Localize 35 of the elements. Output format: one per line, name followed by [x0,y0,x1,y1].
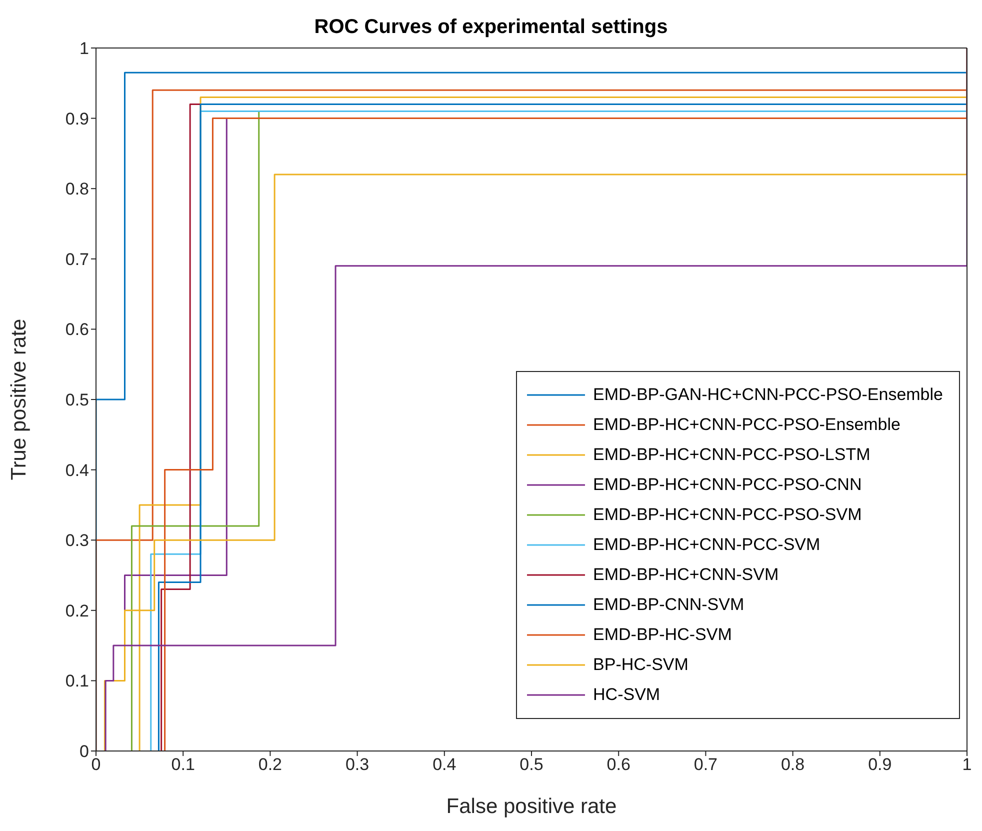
y-tick-label: 0.3 [65,531,89,550]
x-tick-label: 0.1 [171,755,195,774]
y-axis-title: True positive rate [7,318,30,480]
y-tick-label: 0.2 [65,601,89,620]
legend-label: EMD-BP-HC+CNN-PCC-PSO-LSTM [593,444,870,466]
y-tick-label: 0.7 [65,250,89,269]
legend-label: EMD-BP-HC+CNN-PCC-PSO-Ensemble [593,414,900,436]
y-tick-label: 0.8 [65,180,89,199]
y-tick-label: 0 [80,742,89,762]
x-tick-label: 0.8 [780,755,805,774]
legend-label: BP-HC-SVM [593,654,688,676]
legend-label: EMD-BP-HC+CNN-PCC-SVM [593,534,820,556]
x-tick-label: 0.4 [432,755,456,774]
legend-label: EMD-BP-HC+CNN-PCC-PSO-SVM [593,504,862,526]
legend-label: EMD-BP-GAN-HC+CNN-PCC-PSO-Ensemble [593,384,943,406]
y-tick-label: 0.6 [65,320,89,340]
legend-label: HC-SVM [593,684,660,706]
chart-title: ROC Curves of experimental settings [313,16,669,39]
y-tick-label: 0.9 [65,109,89,128]
x-tick-label: 0.5 [520,755,544,774]
x-tick-label: 0.7 [694,755,718,774]
x-tick-label: 0.9 [868,755,892,774]
legend-label: EMD-BP-HC+CNN-SVM [593,564,779,586]
y-tick-label: 0.4 [65,460,89,480]
y-tick-label: 1 [80,39,89,58]
x-tick-label: 0.6 [606,755,630,774]
legend-label: EMD-BP-CNN-SVM [593,594,744,616]
y-tick-label: 0.5 [65,390,89,410]
legend-label: EMD-BP-HC-SVM [593,624,732,646]
x-tick-label: 0.3 [345,755,370,774]
y-tick-label: 0.1 [65,672,89,691]
legend-label: EMD-BP-HC+CNN-PCC-PSO-CNN [593,474,862,496]
x-tick-label: 0.2 [258,755,282,774]
x-axis-title: False positive rate [446,795,617,818]
x-tick-label: 1 [962,755,972,774]
